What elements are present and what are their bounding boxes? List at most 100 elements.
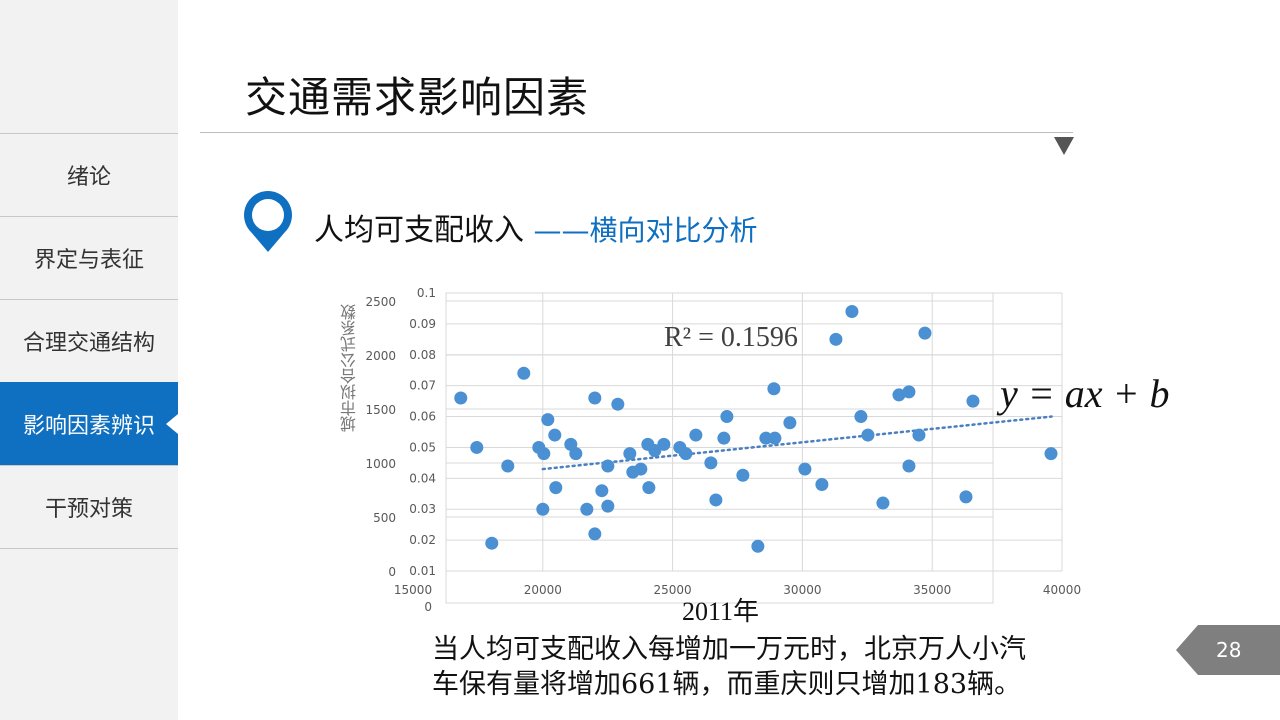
secondary-y-tick-label: 2500 bbox=[365, 295, 396, 309]
data-point bbox=[541, 413, 555, 427]
sidebar-item-definition[interactable]: 界定与表征 bbox=[0, 216, 178, 299]
subtitle-text: 人均可支配收入 bbox=[314, 213, 534, 248]
data-point bbox=[717, 431, 731, 445]
data-point bbox=[912, 428, 926, 442]
y-tick-label: 0.02 bbox=[409, 533, 436, 547]
data-point bbox=[845, 305, 859, 319]
x-tick-label: 35000 bbox=[913, 583, 951, 597]
data-point bbox=[1044, 447, 1058, 461]
data-point bbox=[815, 478, 829, 492]
page-number: 28 bbox=[1216, 638, 1242, 662]
data-point bbox=[798, 462, 812, 476]
y-tick-label: 0.03 bbox=[409, 502, 436, 516]
sidebar-item-label: 界定与表征 bbox=[33, 248, 144, 273]
data-point bbox=[501, 459, 515, 473]
data-point bbox=[689, 428, 703, 442]
sidebar-item-label: 干预对策 bbox=[44, 497, 133, 522]
x-tick-label: 25000 bbox=[654, 583, 692, 597]
data-point bbox=[966, 394, 980, 408]
data-point bbox=[861, 428, 875, 442]
sidebar-item-label: 合理交通结构 bbox=[22, 331, 155, 356]
data-point bbox=[768, 431, 782, 445]
data-point bbox=[759, 431, 773, 445]
data-point bbox=[595, 484, 609, 498]
data-point bbox=[623, 447, 637, 461]
data-point bbox=[679, 447, 693, 461]
data-point bbox=[611, 397, 625, 411]
sidebar-item-label: 影响因素辨识 bbox=[22, 414, 155, 439]
location-pin-icon bbox=[244, 191, 292, 252]
secondary-y-tick-label: 2000 bbox=[365, 349, 396, 363]
sidebar: 绪论 界定与表征 合理交通结构 影响因素辨识 干预对策 bbox=[0, 0, 178, 720]
sidebar-item-intervention[interactable]: 干预对策 bbox=[0, 465, 178, 549]
data-point bbox=[454, 391, 468, 405]
sidebar-item-structure[interactable]: 合理交通结构 bbox=[0, 299, 178, 382]
y-tick-label: 0.08 bbox=[409, 348, 436, 362]
data-point bbox=[709, 493, 723, 507]
secondary-y-tick-label: 1000 bbox=[365, 457, 396, 471]
x-tick-label: 30000 bbox=[783, 583, 821, 597]
data-point bbox=[517, 366, 531, 380]
data-point bbox=[485, 536, 499, 550]
r-squared-label: R² = 0.1596 bbox=[664, 322, 798, 353]
y-tick-label: 0.09 bbox=[409, 317, 436, 331]
x-tick-label: 15000 bbox=[394, 583, 432, 597]
triangle-down-icon bbox=[1054, 137, 1074, 155]
data-point bbox=[601, 459, 615, 473]
data-point bbox=[854, 410, 868, 424]
sidebar-item-label: 绪论 bbox=[66, 165, 111, 190]
sidebar-item-factors[interactable]: 影响因素辨识 bbox=[0, 382, 178, 465]
page-title: 交通需求影响因素 bbox=[245, 73, 590, 122]
regression-equation: y = ax + b bbox=[1000, 371, 1170, 416]
secondary-y-tick-label: 500 bbox=[373, 511, 396, 525]
sidebar-item-intro[interactable]: 绪论 bbox=[0, 133, 178, 216]
page-number-badge: 28 bbox=[1176, 625, 1280, 677]
data-point bbox=[569, 447, 583, 461]
data-point bbox=[657, 437, 671, 451]
data-point bbox=[783, 416, 797, 430]
page-badge-shape bbox=[1176, 625, 1280, 675]
secondary-y-tick-label: 0 bbox=[388, 565, 396, 579]
x-axis-title: 2011年 bbox=[682, 597, 760, 626]
data-point bbox=[829, 332, 843, 346]
y-tick-label: 0.06 bbox=[409, 410, 436, 424]
x-tick-label: 20000 bbox=[524, 583, 562, 597]
data-point bbox=[634, 462, 648, 476]
data-point bbox=[642, 481, 656, 495]
data-point bbox=[536, 502, 550, 516]
data-point bbox=[548, 428, 562, 442]
data-point bbox=[588, 527, 602, 541]
data-point bbox=[720, 410, 734, 424]
title-divider bbox=[200, 132, 1073, 133]
data-point bbox=[918, 326, 932, 340]
data-point bbox=[470, 440, 484, 454]
y-axis-title: 城市拟合公式系数 bbox=[340, 304, 359, 432]
x-tick-label: 40000 bbox=[1043, 583, 1081, 597]
data-point bbox=[959, 490, 973, 504]
data-point bbox=[876, 496, 890, 510]
y-tick-label: 0.04 bbox=[409, 471, 436, 485]
y-tick-label: 0.07 bbox=[409, 379, 436, 393]
data-point bbox=[580, 502, 594, 516]
data-point bbox=[601, 499, 615, 513]
data-point bbox=[767, 382, 781, 396]
data-point bbox=[902, 459, 916, 473]
data-point bbox=[892, 388, 906, 402]
section-subtitle: 人均可支配收入 ——横向对比分析 bbox=[314, 205, 758, 249]
conclusion-line-2: 车保有量将增加661辆，而重庆则只增加183辆。 bbox=[432, 669, 1022, 700]
trendline bbox=[541, 415, 1053, 471]
secondary-y-tick-label: 1500 bbox=[365, 403, 396, 417]
y-tick-label: 0.01 bbox=[409, 564, 436, 578]
subtitle-accent: ——横向对比分析 bbox=[533, 214, 758, 247]
data-point bbox=[902, 385, 916, 399]
data-point bbox=[588, 391, 602, 405]
data-point bbox=[736, 468, 750, 482]
conclusion-line-1: 当人均可支配收入每增加一万元时，北京万人小汽 bbox=[432, 634, 1026, 665]
y-tick-label: 0.05 bbox=[409, 440, 436, 454]
data-point bbox=[537, 447, 551, 461]
data-point bbox=[549, 481, 563, 495]
data-point bbox=[751, 539, 765, 553]
conclusion-text: 当人均可支配收入每增加一万元时，北京万人小汽 车保有量将增加661辆，而重庆则只… bbox=[432, 632, 1152, 702]
y-tick-label: 0.1 bbox=[417, 286, 436, 300]
